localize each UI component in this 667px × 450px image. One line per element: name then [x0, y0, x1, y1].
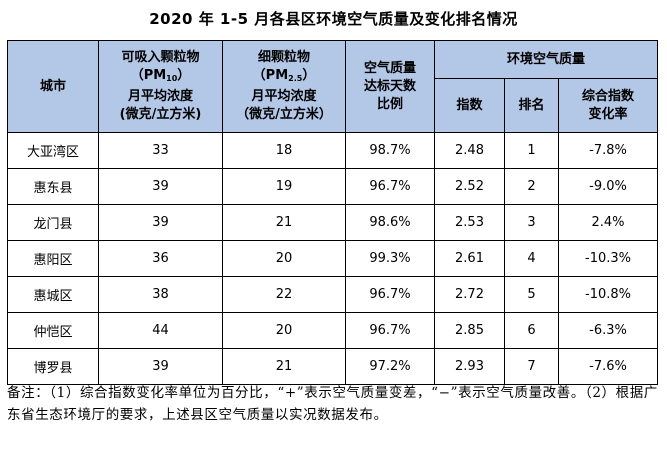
cell-change: -10.3%: [557, 240, 659, 277]
cell-rank: 3: [504, 204, 559, 241]
header-pm25-line4: （微克/立方米）: [236, 107, 332, 122]
cell-pm25: 18: [222, 132, 346, 169]
cell-ratio: 98.6%: [345, 204, 435, 241]
cell-change: -7.8%: [557, 132, 659, 169]
header-change: 综合指数 变化率: [557, 78, 659, 133]
header-pm10-unit: （PM10）: [130, 68, 191, 83]
table-row: 龙门县 39 21 98.6% 2.53 3 2.4%: [7, 204, 659, 241]
header-pm10-line1: 可吸入颗粒物: [121, 50, 200, 65]
header-ratio: 空气质量 达标天数 比例: [345, 40, 435, 133]
cell-rank: 7: [504, 348, 559, 385]
cell-pm10: 38: [98, 276, 223, 313]
cell-ratio: 96.7%: [345, 276, 435, 313]
table-title: 2020 年 1-5 月各县区环境空气质量及变化排名情况: [149, 10, 518, 28]
cell-pm10: 39: [98, 204, 223, 241]
table-row: 大亚湾区 33 18 98.7% 2.48 1 -7.8%: [7, 132, 659, 169]
header-index: 指数: [434, 78, 505, 133]
cell-change: 2.4%: [557, 204, 659, 241]
cell-ratio: 97.2%: [345, 348, 435, 385]
cell-city: 仲恺区: [7, 312, 99, 349]
cell-ratio: 96.7%: [345, 168, 435, 205]
table-row: 惠阳区 36 20 99.3% 2.61 4 -10.3%: [7, 240, 659, 277]
cell-city: 惠阳区: [7, 240, 99, 277]
header-rank: 排名: [504, 78, 559, 133]
table-row: 博罗县 39 21 97.2% 2.93 7 -7.6%: [7, 348, 659, 385]
cell-change: -10.8%: [557, 276, 659, 313]
cell-index: 2.72: [434, 276, 505, 313]
cell-pm10: 33: [98, 132, 223, 169]
header-pm10-line4: (微克/立方米): [119, 107, 202, 122]
cell-change: -9.0%: [557, 168, 659, 205]
header-change-line2: 变化率: [588, 106, 628, 122]
cell-city: 博罗县: [7, 348, 99, 385]
header-pm25-line3: 月平均浓度: [251, 89, 317, 104]
cell-change: -7.6%: [557, 348, 659, 385]
cell-rank: 2: [504, 168, 559, 205]
header-pm25-line1: 细颗粒物: [257, 50, 310, 65]
cell-city: 惠东县: [7, 168, 99, 205]
header-pm10: 可吸入颗粒物 （PM10） 月平均浓度 (微克/立方米): [98, 40, 223, 133]
cell-index: 2.53: [434, 204, 505, 241]
cell-index: 2.61: [434, 240, 505, 277]
cell-index: 2.85: [434, 312, 505, 349]
cell-pm25: 21: [222, 204, 346, 241]
cell-pm10: 39: [98, 168, 223, 205]
cell-pm10: 44: [98, 312, 223, 349]
cell-pm10: 39: [98, 348, 223, 385]
header-ratio-line1: 空气质量: [363, 60, 416, 76]
header-pm10-line3: 月平均浓度: [127, 89, 193, 104]
cell-index: 2.93: [434, 348, 505, 385]
table-row: 仲恺区 44 20 96.7% 2.85 6 -6.3%: [7, 312, 659, 349]
header-city: 城市: [7, 40, 99, 133]
header-pm25: 细颗粒物 （PM2.5） 月平均浓度 （微克/立方米）: [222, 40, 346, 133]
cell-pm25: 19: [222, 168, 346, 205]
cell-pm25: 20: [222, 240, 346, 277]
cell-pm25: 20: [222, 312, 346, 349]
cell-pm25: 21: [222, 348, 346, 385]
cell-change: -6.3%: [557, 312, 659, 349]
cell-index: 2.52: [434, 168, 505, 205]
air-quality-table: 城市 可吸入颗粒物 （PM10） 月平均浓度 (微克/立方米) 细颗粒物 （PM…: [7, 40, 659, 385]
table-row: 惠东县 39 19 96.7% 2.52 2 -9.0%: [7, 168, 659, 205]
header-aq-group: 环境空气质量: [433, 40, 659, 79]
cell-pm10: 36: [98, 240, 223, 277]
cell-ratio: 98.7%: [345, 132, 435, 169]
cell-city: 龙门县: [7, 204, 99, 241]
cell-city: 惠城区: [7, 276, 99, 313]
cell-index: 2.48: [434, 132, 505, 169]
header-pm25-unit: （PM2.5）: [252, 68, 316, 83]
cell-rank: 1: [504, 132, 559, 169]
cell-ratio: 96.7%: [345, 312, 435, 349]
cell-city: 大亚湾区: [7, 132, 99, 169]
header-ratio-line3: 比例: [376, 96, 403, 112]
footnote: 备注：（1）综合指数变化率单位为百分比，“+”表示空气质量变差，“−”表示空气质…: [7, 385, 658, 423]
table-row: 惠城区 38 22 96.7% 2.72 5 -10.8%: [7, 276, 659, 313]
cell-rank: 4: [504, 240, 559, 277]
cell-rank: 6: [504, 312, 559, 349]
cell-ratio: 99.3%: [345, 240, 435, 277]
cell-pm25: 22: [222, 276, 346, 313]
header-ratio-line2: 达标天数: [363, 78, 416, 94]
header-change-line1: 综合指数: [582, 88, 635, 104]
cell-rank: 5: [504, 276, 559, 313]
